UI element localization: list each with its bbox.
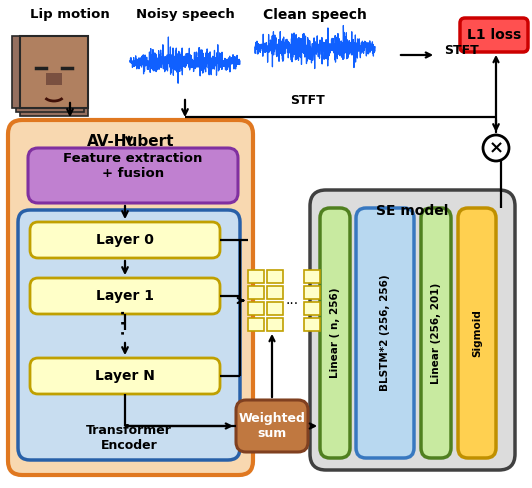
Text: AV-Hubert: AV-Hubert xyxy=(87,134,174,149)
Text: STFT: STFT xyxy=(444,43,479,57)
FancyBboxPatch shape xyxy=(30,358,220,394)
FancyBboxPatch shape xyxy=(460,18,528,52)
Bar xyxy=(304,302,320,315)
Text: Transformer
Encoder: Transformer Encoder xyxy=(86,424,172,452)
Bar xyxy=(248,286,264,299)
Text: Layer 1: Layer 1 xyxy=(96,289,154,303)
Bar xyxy=(248,318,264,331)
FancyBboxPatch shape xyxy=(20,36,88,108)
Text: ...: ... xyxy=(286,293,298,307)
FancyBboxPatch shape xyxy=(236,400,308,452)
Text: STFT: STFT xyxy=(290,94,325,107)
FancyBboxPatch shape xyxy=(18,210,240,460)
Text: Weighted
sum: Weighted sum xyxy=(238,412,305,440)
FancyBboxPatch shape xyxy=(16,40,84,112)
FancyBboxPatch shape xyxy=(421,208,451,458)
Text: Noisy speech: Noisy speech xyxy=(136,8,235,21)
Bar xyxy=(304,286,320,299)
Bar xyxy=(267,270,283,283)
FancyBboxPatch shape xyxy=(30,222,220,258)
FancyBboxPatch shape xyxy=(8,120,253,475)
FancyBboxPatch shape xyxy=(320,208,350,458)
Bar xyxy=(46,73,62,85)
Text: BLSTM*2 (256, 256): BLSTM*2 (256, 256) xyxy=(380,275,390,391)
Text: Sigmoid: Sigmoid xyxy=(472,309,482,357)
Bar xyxy=(248,302,264,315)
Text: Lip motion: Lip motion xyxy=(30,8,110,21)
Bar xyxy=(304,318,320,331)
Text: ×: × xyxy=(488,139,504,157)
Bar xyxy=(248,270,264,283)
Text: Linear (256, 201): Linear (256, 201) xyxy=(431,283,441,384)
FancyBboxPatch shape xyxy=(30,278,220,314)
FancyBboxPatch shape xyxy=(356,208,414,458)
Text: L1 loss: L1 loss xyxy=(467,28,521,42)
Text: Layer 0: Layer 0 xyxy=(96,233,154,247)
FancyBboxPatch shape xyxy=(28,148,238,203)
Bar xyxy=(267,286,283,299)
Text: SE model: SE model xyxy=(376,204,448,218)
FancyBboxPatch shape xyxy=(310,190,515,470)
Bar xyxy=(267,318,283,331)
Circle shape xyxy=(483,135,509,161)
Text: Clean speech: Clean speech xyxy=(263,8,367,22)
FancyBboxPatch shape xyxy=(20,44,88,116)
FancyBboxPatch shape xyxy=(12,36,80,108)
Bar xyxy=(304,270,320,283)
Bar xyxy=(267,302,283,315)
Text: Layer N: Layer N xyxy=(95,369,155,383)
Text: · · ·: · · · xyxy=(118,309,132,335)
Text: Feature extraction
+ fusion: Feature extraction + fusion xyxy=(63,152,203,180)
Text: Linear ( n, 256): Linear ( n, 256) xyxy=(330,288,340,378)
FancyBboxPatch shape xyxy=(458,208,496,458)
